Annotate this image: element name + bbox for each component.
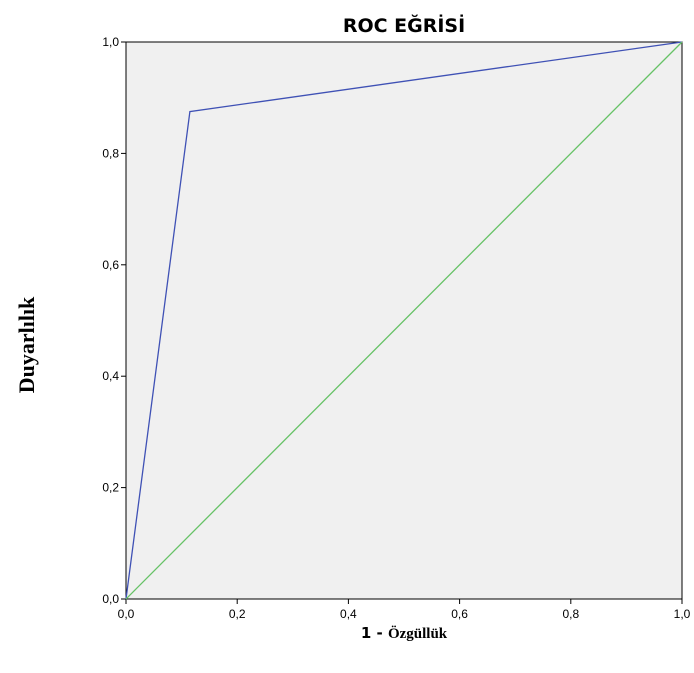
x-tick-label: 0,0 [118, 607, 135, 621]
y-tick-label: 0,2 [102, 481, 119, 495]
y-tick-label: 0,8 [102, 146, 119, 160]
y-axis: 0,0 0,2 0,4 0,6 0,8 1,0 [102, 35, 126, 606]
y-tick-label: 0,4 [102, 369, 119, 383]
x-axis-label-prefix: 1 - [361, 624, 388, 642]
x-tick-label: 0,4 [340, 607, 357, 621]
chart-title: ROC EĞRİSİ [343, 13, 465, 37]
y-tick-label: 0,0 [102, 592, 119, 606]
x-axis: 0,0 0,2 0,4 0,6 0,8 1,0 [118, 599, 691, 621]
y-tick-label: 1,0 [102, 35, 119, 49]
x-tick-label: 0,2 [229, 607, 246, 621]
x-tick-label: 0,6 [451, 607, 468, 621]
reference-diagonal-line [125, 41, 683, 600]
x-tick-label: 1,0 [674, 607, 691, 621]
x-axis-label: 1 - Özgüllük [361, 624, 448, 642]
x-axis-label-text: Özgüllük [388, 625, 448, 642]
roc-curve-line [125, 41, 683, 600]
x-tick-label: 0,8 [562, 607, 579, 621]
y-tick-label: 0,6 [102, 258, 119, 272]
series-group [125, 41, 683, 600]
y-axis-label: Duyarlılık [14, 296, 39, 393]
